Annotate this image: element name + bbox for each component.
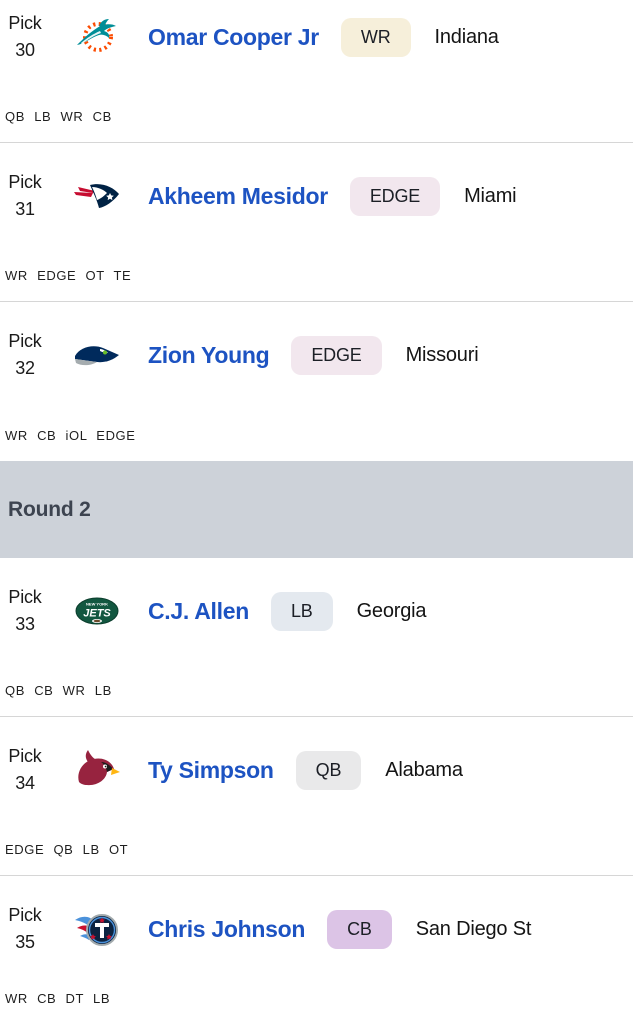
player-name-link[interactable]: Chris Johnson — [148, 915, 306, 942]
svg-text:JETS: JETS — [83, 608, 111, 620]
team-needs: EDGE QB LB OT — [5, 842, 129, 857]
pick-number-block: Pick 32 — [5, 328, 45, 382]
pick-label: Pick — [8, 905, 42, 925]
svg-text:NEW YORK: NEW YORK — [86, 602, 108, 607]
new-england-patriots-logo-icon — [71, 171, 123, 221]
pick-number-block: Pick 35 — [5, 902, 45, 956]
pick-number: 30 — [15, 40, 35, 60]
position-badge: CB — [327, 909, 392, 949]
player-school: Georgia — [356, 599, 427, 622]
pick-row-31[interactable]: Pick 31 Akheem Mesidor EDGE Miami WR EDG… — [0, 143, 633, 302]
player-school: San Diego St — [415, 917, 532, 940]
pick-number-block: Pick 31 — [5, 169, 45, 223]
round-divider: Round 2 — [0, 461, 633, 558]
pick-number: 35 — [15, 932, 35, 952]
seattle-seahawks-logo-icon — [71, 330, 123, 380]
position-badge: WR — [340, 17, 411, 57]
team-needs: WR CB iOL EDGE — [5, 428, 136, 443]
pick-number: 31 — [15, 199, 35, 219]
player-school: Indiana — [434, 25, 499, 48]
player-name-link[interactable]: Omar Cooper Jr — [148, 23, 319, 50]
pick-number: 34 — [15, 773, 35, 793]
pick-main-row: Pick 33 NEW YORK JETS C.J. Allen LB Geor… — [5, 584, 625, 638]
pick-number-block: Pick 33 — [5, 584, 45, 638]
pick-main-row: Pick 32 Zion Young EDGE Missouri — [5, 328, 625, 382]
player-school: Miami — [464, 184, 517, 207]
tennessee-titans-logo-icon — [71, 904, 123, 954]
pick-row-32[interactable]: Pick 32 Zion Young EDGE Missouri WR CB i… — [0, 302, 633, 461]
team-needs: QB LB WR CB — [5, 109, 112, 124]
pick-label: Pick — [8, 587, 42, 607]
team-needs: WR CB DT LB — [5, 991, 111, 1006]
player-name-link[interactable]: C.J. Allen — [148, 597, 249, 624]
position-badge: QB — [295, 750, 362, 790]
pick-main-row: Pick 31 Akheem Mesidor EDGE Miami — [5, 169, 625, 223]
new-york-jets-logo-icon: NEW YORK JETS — [71, 586, 123, 636]
pick-main-row: Pick 30 Omar Cooper Jr WR Indiana — [5, 10, 625, 64]
pick-main-row: Pick 35 Chris Johnson CB San Diego St — [5, 902, 625, 956]
pick-label: Pick — [8, 13, 42, 33]
pick-row-34[interactable]: Pick 34 Ty Simpson QB Alabama EDGE QB LB… — [0, 717, 633, 876]
position-badge: LB — [270, 591, 333, 631]
pick-number: 32 — [15, 358, 35, 378]
position-badge: EDGE — [349, 176, 441, 216]
pick-label: Pick — [8, 172, 42, 192]
team-needs: WR EDGE OT TE — [5, 268, 132, 283]
miami-dolphins-logo-icon — [71, 12, 123, 62]
position-badge: EDGE — [291, 335, 382, 375]
player-name-link[interactable]: Akheem Mesidor — [148, 182, 328, 209]
player-school: Alabama — [385, 758, 463, 781]
pick-label: Pick — [8, 331, 42, 351]
pick-number-block: Pick 30 — [5, 10, 45, 64]
team-needs: QB CB WR LB — [5, 683, 112, 698]
arizona-cardinals-logo-icon — [71, 745, 123, 795]
pick-number: 33 — [15, 614, 35, 634]
pick-number-block: Pick 34 — [5, 743, 45, 797]
pick-main-row: Pick 34 Ty Simpson QB Alabama — [5, 743, 625, 797]
pick-row-33[interactable]: Pick 33 NEW YORK JETS C.J. Allen LB Geor… — [0, 558, 633, 717]
pick-label: Pick — [8, 746, 42, 766]
player-name-link[interactable]: Zion Young — [148, 341, 270, 368]
round-divider-label: Round 2 — [8, 497, 91, 521]
pick-row-35[interactable]: Pick 35 Chris Johnson CB San Diego St WR… — [0, 876, 633, 1024]
player-name-link[interactable]: Ty Simpson — [148, 756, 274, 783]
pick-row-30[interactable]: Pick 30 Omar Cooper Jr WR Indiana QB LB … — [0, 0, 633, 143]
player-school: Missouri — [405, 343, 479, 366]
